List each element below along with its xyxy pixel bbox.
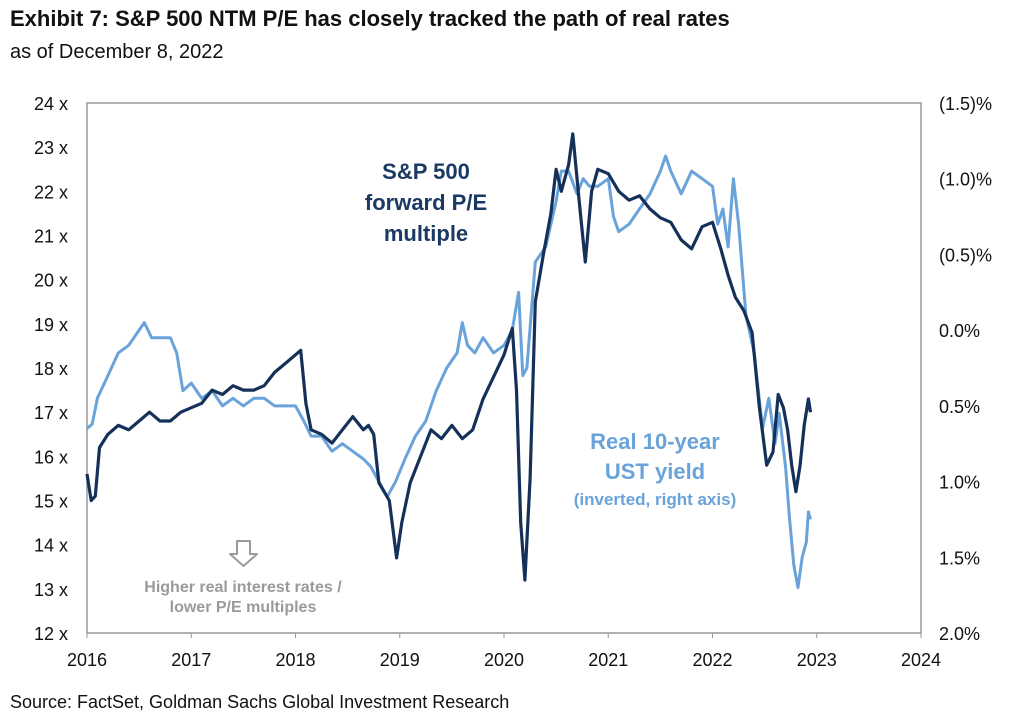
- left-axis-tick-label: 19 x: [34, 315, 68, 335]
- x-axis-tick-label: 2022: [692, 650, 732, 670]
- right-axis-tick-label: 0.5%: [939, 397, 980, 417]
- right-axis-tick-label: (1.0)%: [939, 170, 992, 190]
- left-axis-tick-label: 16 x: [34, 447, 68, 467]
- right-axis-tick-label: 2.0%: [939, 624, 980, 644]
- plot-frame: [86, 102, 922, 634]
- down-arrow-icon: [229, 540, 258, 567]
- left-axis-tick-label: 13 x: [34, 580, 68, 600]
- yield-label-line-1: Real 10-year: [590, 429, 720, 454]
- pe-label-line-2: forward P/E: [365, 190, 487, 215]
- right-axis: (1.5)% (1.0)% (0.5)% 0.0% 0.5% 1.0% 1.5% 2.0%: [939, 94, 992, 644]
- x-axis: 2016 2017 2018 2019 2020 2021 2022 2023 2024: [67, 633, 941, 670]
- arrow-note-line-2: lower P/E multiples: [170, 599, 317, 616]
- right-axis-tick-label: 1.0%: [939, 473, 980, 493]
- pe-label-line-3: multiple: [384, 221, 468, 246]
- left-axis-tick-label: 21 x: [34, 227, 68, 247]
- x-axis-tick-label: 2019: [380, 650, 420, 670]
- right-axis-tick-label: 0.0%: [939, 321, 980, 341]
- left-axis: 24 x 23 x 22 x 21 x 20 x 19 x 18 x 17 x 16 x 15 x…: [34, 94, 68, 644]
- x-axis-tick-label: 2018: [275, 650, 315, 670]
- x-axis-tick-label: 2024: [901, 650, 941, 670]
- x-axis-tick-label: 2016: [67, 650, 107, 670]
- pe-label-line-1: S&P 500: [382, 159, 470, 184]
- left-axis-tick-label: 24 x: [34, 94, 68, 114]
- left-axis-tick-label: 14 x: [34, 536, 68, 556]
- source-note: Source: FactSet, Goldman Sachs Global In…: [10, 692, 510, 712]
- left-axis-tick-label: 17 x: [34, 403, 68, 423]
- series-line-real-yield: [86, 154, 812, 590]
- yield-label-line-2: UST yield: [605, 459, 705, 484]
- chart-subtitle: as of December 8, 2022: [10, 41, 224, 63]
- right-axis-tick-label: (1.5)%: [939, 94, 992, 114]
- x-axis-tick-label: 2021: [588, 650, 628, 670]
- left-axis-tick-label: 15 x: [34, 492, 68, 512]
- arrow-note-line-1: Higher real interest rates /: [144, 579, 342, 596]
- right-axis-tick-label: 1.5%: [939, 548, 980, 568]
- left-axis-tick-label: 20 x: [34, 271, 68, 291]
- x-axis-tick-label: 2023: [797, 650, 837, 670]
- left-axis-tick-label: 22 x: [34, 182, 68, 202]
- yield-label-note: (inverted, right axis): [574, 490, 736, 509]
- x-axis-tick-label: 2020: [484, 650, 524, 670]
- x-axis-tick-label: 2017: [171, 650, 211, 670]
- chart-title: Exhibit 7: S&P 500 NTM P/E has closely t…: [10, 6, 730, 31]
- left-axis-tick-label: 23 x: [34, 138, 68, 158]
- series-line-pe: [85, 132, 813, 582]
- left-axis-tick-label: 18 x: [34, 359, 68, 379]
- right-axis-tick-label: (0.5)%: [939, 245, 992, 265]
- left-axis-tick-label: 12 x: [34, 624, 68, 644]
